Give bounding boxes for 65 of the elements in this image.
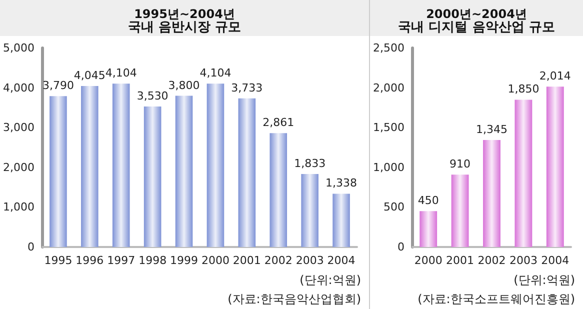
- data-label: 1,833: [294, 157, 326, 170]
- bar: [420, 211, 438, 247]
- data-label: 3,733: [231, 81, 263, 94]
- data-label: 2,014: [539, 70, 571, 83]
- text: (단위:억원): [514, 273, 575, 287]
- bar: [332, 194, 350, 247]
- data-label: 3,530: [136, 90, 168, 103]
- data-label: 1,850: [508, 82, 540, 96]
- bar: [238, 98, 256, 247]
- chart-title: 2000년~2004년: [426, 7, 527, 21]
- bar: [112, 84, 130, 247]
- x-tick-label: 2002: [264, 254, 292, 267]
- chart-subtitle: 국내 디지털 음악산업 규모: [398, 20, 555, 35]
- text: (자료:한국소프트웨어진흥원): [418, 292, 575, 306]
- y-tick-label: 2,500: [372, 42, 404, 54]
- data-label: 1,338: [326, 176, 358, 190]
- x-tick-label: 2004: [327, 254, 356, 267]
- bar: [546, 86, 564, 247]
- x-tick-label: 1998: [138, 254, 167, 267]
- x-tick-label: 2003: [509, 254, 538, 267]
- y-tick-label: 500: [383, 200, 404, 214]
- bar: [451, 174, 469, 247]
- x-tick-label: 1997: [107, 254, 136, 267]
- y-tick-label: 2,000: [2, 160, 34, 174]
- x-tick-label: 2001: [232, 254, 261, 267]
- bar: [144, 106, 162, 247]
- y-tick-label: 0: [397, 240, 404, 254]
- bar: [81, 86, 98, 247]
- bar: [175, 96, 193, 247]
- x-tick-label: 1995: [44, 254, 72, 267]
- data-label: 4,104: [105, 66, 137, 80]
- data-label: 4,104: [200, 66, 232, 80]
- bar: [206, 84, 224, 247]
- data-label: 1,345: [476, 122, 508, 136]
- y-tick-label: 1,000: [372, 160, 404, 174]
- chart-subtitle: 국내 음반시장 규모: [128, 20, 242, 35]
- y-tick-label: 4,000: [2, 81, 34, 94]
- bar: [483, 140, 500, 247]
- chart-title: 1995년~2004년: [134, 7, 235, 21]
- bar: [514, 100, 532, 247]
- data-label: 910: [450, 158, 471, 171]
- y-tick-label: 0: [27, 240, 34, 254]
- data-label: 3,790: [42, 79, 74, 92]
- x-tick-label: 1999: [170, 254, 198, 267]
- x-tick-label: 2000: [414, 254, 442, 267]
- x-tick-label: 2000: [201, 254, 230, 267]
- x-tick-label: 2003: [296, 254, 324, 267]
- x-tick-label: 2001: [446, 254, 474, 267]
- y-tick-label: 1,500: [372, 121, 404, 134]
- data-label: 3,800: [168, 78, 200, 92]
- x-tick-label: 1996: [76, 254, 104, 267]
- x-tick-label: 2002: [478, 254, 506, 267]
- y-tick-label: 3,000: [2, 121, 34, 134]
- text: (단위:억원): [300, 273, 361, 287]
- x-tick-label: 2004: [541, 254, 570, 267]
- bar: [50, 96, 67, 247]
- data-label: 450: [418, 194, 439, 208]
- y-tick-label: 5,000: [2, 42, 34, 54]
- bar: [301, 174, 318, 247]
- y-tick-label: 1,000: [2, 200, 34, 214]
- data-label: 4,045: [74, 69, 106, 82]
- y-tick-label: 2,000: [372, 81, 404, 94]
- text: (자료:한국음악산업협회): [228, 292, 361, 306]
- bar: [270, 133, 288, 247]
- data-label: 2,861: [262, 116, 294, 130]
